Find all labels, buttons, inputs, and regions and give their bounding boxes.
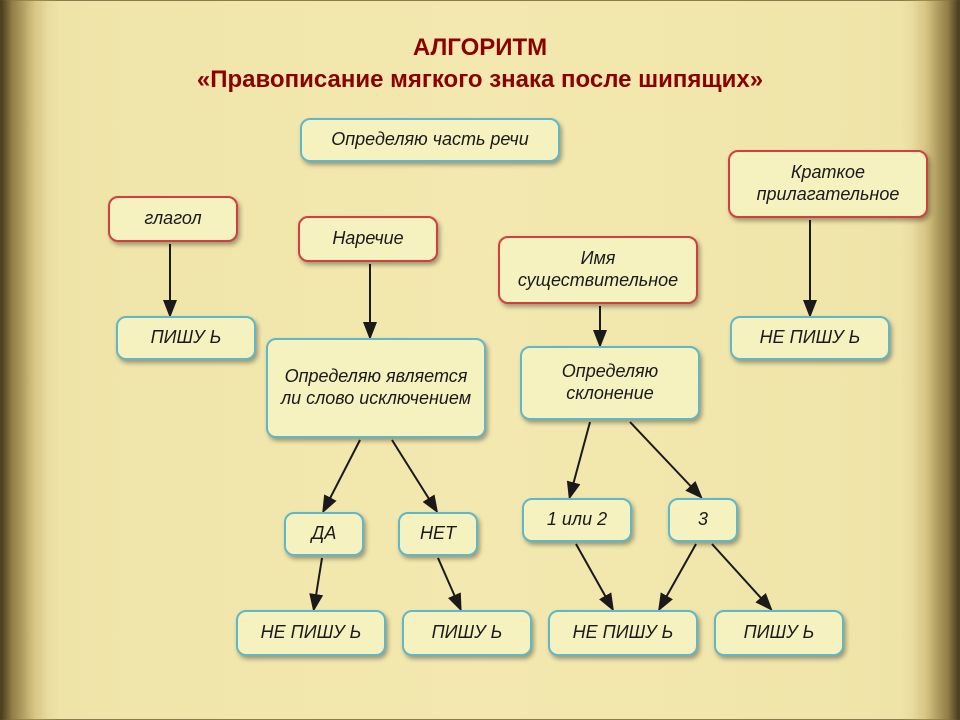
node-d12_out: НЕ ПИШУ Ь bbox=[548, 610, 698, 656]
node-adverb: Наречие bbox=[298, 216, 438, 262]
node-verb: глагол bbox=[108, 196, 238, 242]
title-line2: «Правописание мягкого знака после шипящи… bbox=[0, 66, 960, 94]
node-no: НЕТ bbox=[398, 512, 478, 556]
node-d3: 3 bbox=[668, 498, 738, 542]
node-verb_out: ПИШУ Ь bbox=[116, 316, 256, 360]
node-no_out: ПИШУ Ь bbox=[402, 610, 532, 656]
node-adj_out: НЕ ПИШУ Ь bbox=[730, 316, 890, 360]
node-yes_out: НЕ ПИШУ Ь bbox=[236, 610, 386, 656]
node-exc: Определяю является ли слово исключением bbox=[266, 338, 486, 438]
node-noun: Имя существительное bbox=[498, 236, 698, 304]
node-d12: 1 или 2 bbox=[522, 498, 632, 542]
node-decl: Определяю склонение bbox=[520, 346, 700, 420]
node-yes: ДА bbox=[284, 512, 364, 556]
title-line1: АЛГОРИТМ bbox=[0, 34, 960, 62]
node-short_adj: Краткое прилагательное bbox=[728, 150, 928, 218]
node-d3_out: ПИШУ Ь bbox=[714, 610, 844, 656]
node-root: Определяю часть речи bbox=[300, 118, 560, 162]
